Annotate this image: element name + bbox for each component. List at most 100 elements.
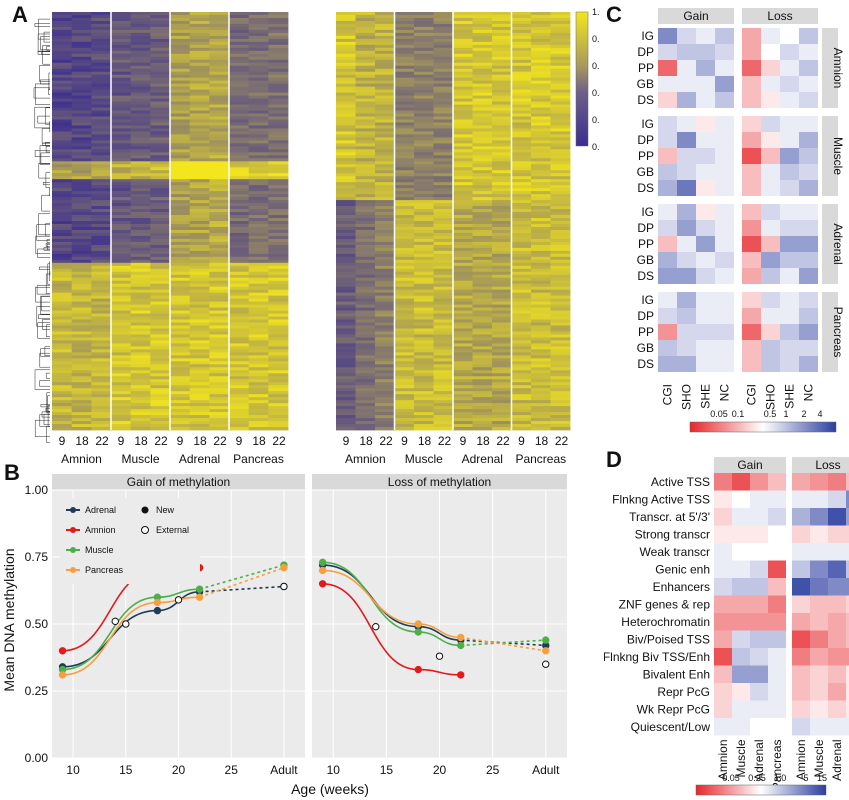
heat-cell <box>531 134 551 138</box>
facet-strip <box>742 8 818 24</box>
column-tick-label: 18 <box>75 434 89 448</box>
heat-cell <box>130 355 151 359</box>
heat-cell <box>472 424 493 428</box>
heat-cell <box>130 86 151 91</box>
heat-cell <box>229 376 250 380</box>
heat-cell <box>189 295 210 300</box>
heat-cell <box>531 74 551 79</box>
heat-cell <box>550 197 571 201</box>
heat-cell <box>209 95 230 99</box>
heat-cell <box>229 304 250 308</box>
heat-cell <box>768 543 786 561</box>
heat-cell <box>394 310 415 314</box>
heat-cell <box>531 98 551 102</box>
column-label: SHE <box>699 384 713 409</box>
heat-cell <box>91 164 112 168</box>
heat-cell <box>810 578 828 596</box>
heat-cell <box>492 77 512 82</box>
heat-cell <box>209 298 230 303</box>
heat-cell <box>111 155 132 159</box>
heat-cell <box>130 158 151 162</box>
heat-cell <box>130 379 151 383</box>
heat-cell <box>375 176 395 180</box>
heat-cell <box>414 47 434 52</box>
colorbar-tick: 0.6 <box>592 61 600 71</box>
heat-cell <box>375 415 395 419</box>
heat-cell <box>433 134 454 138</box>
heat-cell <box>91 361 112 365</box>
heat-cell <box>531 391 551 395</box>
heat-cell <box>130 241 151 246</box>
heat-cell <box>375 262 395 267</box>
heat-cell <box>780 356 799 372</box>
heat-cell <box>336 134 356 138</box>
heat-cell <box>511 388 532 392</box>
heat-cell <box>414 241 434 246</box>
heat-cell <box>550 319 571 323</box>
heat-cell <box>91 235 112 240</box>
heat-cell <box>453 56 473 61</box>
heat-cell <box>209 301 230 305</box>
heat-cell <box>492 391 512 395</box>
heat-cell <box>189 113 210 117</box>
heat-cell <box>150 283 171 288</box>
heat-cell <box>414 337 434 341</box>
heat-cell <box>91 65 112 70</box>
heat-cell <box>336 89 356 94</box>
heat-cell <box>453 95 473 99</box>
dendrogram-branch <box>45 372 50 379</box>
heat-cell <box>209 143 230 147</box>
heat-cell <box>492 182 512 186</box>
heat-cell <box>433 59 454 64</box>
heat-cell <box>511 167 532 171</box>
heat-cell <box>453 89 473 94</box>
heat-cell <box>531 47 551 52</box>
facet-title: Loss of methylation <box>388 475 491 489</box>
heat-cell <box>696 164 715 180</box>
heat-cell <box>170 92 191 96</box>
heat-cell <box>111 152 132 156</box>
heat-cell <box>492 149 512 153</box>
heat-cell <box>492 361 512 365</box>
heat-cell <box>472 32 493 37</box>
heat-cell <box>268 409 289 413</box>
heat-cell <box>130 334 151 338</box>
column-tick-label: 18 <box>359 434 373 448</box>
heat-cell <box>268 62 289 67</box>
heat-cell <box>336 29 356 34</box>
heat-cell <box>111 232 132 237</box>
heat-cell <box>550 226 571 231</box>
heat-cell <box>492 107 512 111</box>
heat-cell <box>189 310 210 314</box>
column-label: CGI <box>661 384 675 405</box>
heat-cell <box>170 167 191 171</box>
heat-cell <box>433 20 454 25</box>
heat-cell <box>472 403 493 407</box>
heat-cell <box>492 406 512 410</box>
heat-cell <box>531 20 551 25</box>
heat-cell <box>761 220 780 236</box>
heat-cell <box>658 268 677 284</box>
heat-cell <box>91 289 112 294</box>
panel-b-line-chart: Mean DNA methylation Age (weeks) Gain of… <box>1 474 567 797</box>
facet-strip-vertical <box>822 28 838 108</box>
heat-cell <box>248 403 269 407</box>
heat-cell <box>170 268 191 273</box>
heat-cell <box>336 173 356 177</box>
heat-cell <box>268 289 289 294</box>
heat-cell <box>71 146 92 150</box>
heat-cell <box>433 209 454 213</box>
heat-cell <box>268 158 289 162</box>
heat-cell <box>531 89 551 94</box>
heat-cell <box>150 235 171 240</box>
heat-cell <box>414 346 434 350</box>
heat-cell <box>71 38 92 43</box>
heat-cell <box>130 77 151 82</box>
color-scale-bar <box>689 421 837 433</box>
heat-cell <box>209 328 230 332</box>
heat-cell <box>828 508 846 526</box>
heat-cell <box>531 104 551 108</box>
heat-cell <box>453 289 473 294</box>
facet-strip-vertical <box>822 292 838 372</box>
heat-cell <box>336 71 356 76</box>
